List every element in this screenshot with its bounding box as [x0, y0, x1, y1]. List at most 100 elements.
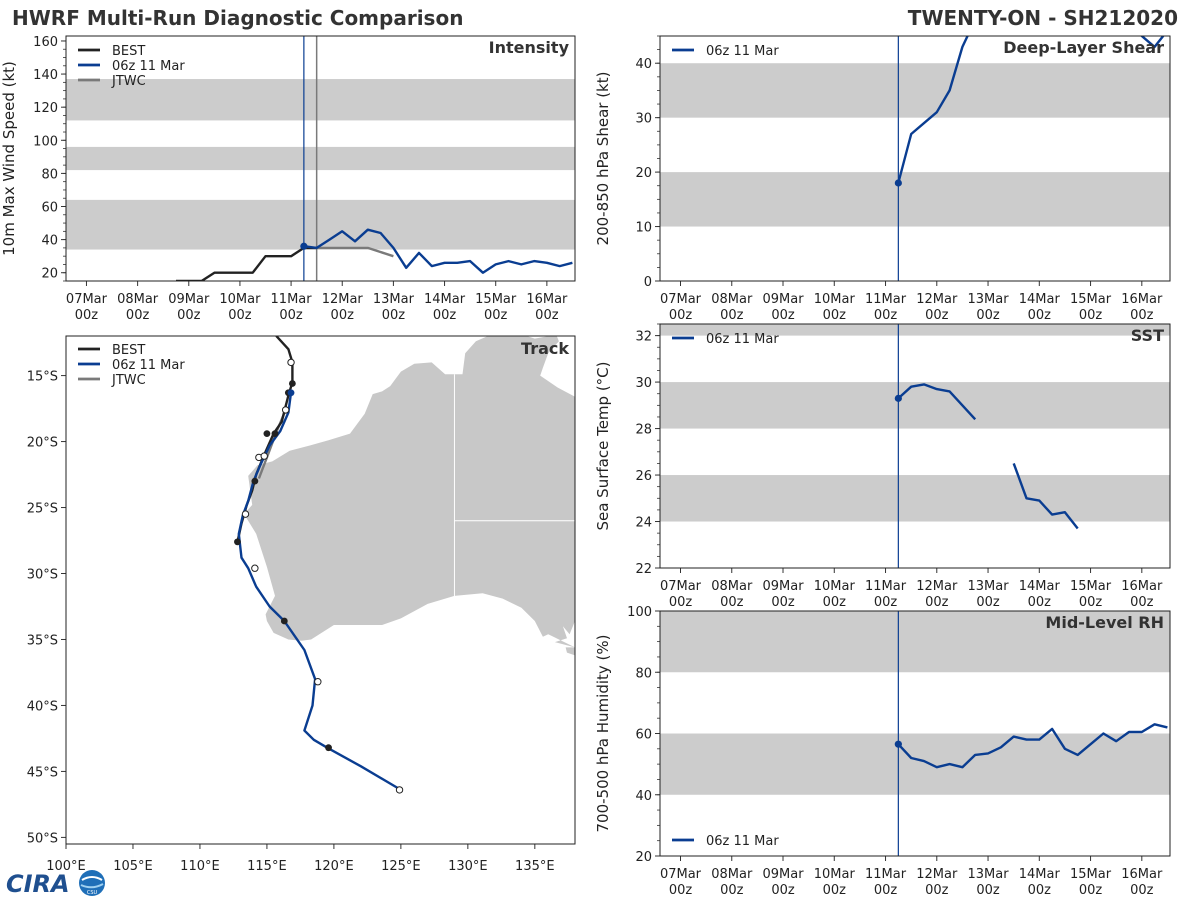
- x-tick-label-hour: 00z: [925, 308, 949, 323]
- x-tick-label: 11Mar: [865, 867, 907, 882]
- csu-logo-text: CSU: [87, 890, 98, 896]
- land-australia: [244, 336, 575, 648]
- y-axis-label: 200-850 hPa Shear (kt): [594, 72, 612, 246]
- y-axis-label: 700-500 hPa Humidity (%): [594, 634, 612, 832]
- lat-tick-label: 25°S: [27, 502, 58, 517]
- panel-title: Deep-Layer Shear: [1003, 38, 1164, 57]
- track-point-filled: [271, 430, 279, 438]
- x-tick-label: 16Mar: [1121, 292, 1163, 307]
- init-point: [894, 394, 902, 402]
- series-group: [897, 383, 1079, 530]
- track-point-open: [395, 786, 404, 794]
- x-tick-label: 08Mar: [711, 292, 753, 307]
- x-tick-label: 13Mar: [373, 292, 415, 307]
- lat-tick-label: 35°S: [27, 633, 58, 648]
- y-tick-label: 100: [627, 605, 652, 620]
- globe-icon: [79, 870, 105, 896]
- track-point-filled: [325, 744, 332, 752]
- x-tick-label: 09Mar: [762, 579, 804, 594]
- track-point-filled: [280, 617, 288, 625]
- x-tick-label: 14Mar: [1019, 867, 1061, 882]
- x-tick-label: 12Mar: [322, 292, 364, 307]
- x-tick-label-hour: 00z: [925, 883, 949, 898]
- x-tick-label-hour: 00z: [535, 308, 559, 323]
- x-tick-label-hour: 00z: [1079, 308, 1103, 323]
- x-tick-label: 14Mar: [424, 292, 466, 307]
- x-tick-label: 15Mar: [1070, 867, 1112, 882]
- x-tick-label-hour: 00z: [126, 308, 150, 323]
- x-tick-label-hour: 00z: [1130, 883, 1154, 898]
- legend-label: JTWC: [111, 373, 146, 388]
- series-line-model: [303, 228, 573, 274]
- map-area: [234, 336, 575, 794]
- legend-label: BEST: [112, 44, 145, 59]
- y-tick-label: 30: [635, 112, 652, 127]
- x-tick-label: 10Mar: [814, 292, 856, 307]
- x-tick-label-hour: 00z: [75, 308, 99, 323]
- y-tick-label: 32: [635, 330, 652, 345]
- x-tick-label: 16Mar: [526, 292, 568, 307]
- init-point: [894, 179, 902, 187]
- x-tick-label-hour: 00z: [669, 883, 693, 898]
- x-tick-label-hour: 00z: [279, 308, 303, 323]
- y-tick-label: 24: [635, 516, 652, 531]
- track-point-open: [287, 358, 295, 367]
- shear-panel: 01020304007Mar00z08Mar00z09Mar00z10Mar00…: [594, 35, 1171, 323]
- track-init-point: [287, 389, 295, 397]
- x-tick-label: 14Mar: [1019, 292, 1061, 307]
- y-tick-label: 60: [41, 201, 58, 216]
- x-tick-label-hour: 00z: [331, 308, 355, 323]
- track-point-filled: [288, 380, 296, 387]
- lat-tick-label: 15°S: [27, 370, 58, 385]
- lon-tick-label: 120°E: [314, 859, 354, 874]
- x-tick-label-hour: 00z: [720, 883, 744, 898]
- track-point-filled: [263, 430, 271, 438]
- x-tick-label-hour: 00z: [823, 308, 847, 323]
- band: [660, 172, 1170, 227]
- lat-tick-label: 45°S: [27, 765, 58, 780]
- x-tick-label: 13Mar: [968, 579, 1010, 594]
- series-line-model: [897, 36, 1165, 184]
- y-tick-label: 100: [33, 134, 58, 149]
- intensity-panel: 2040608010012014016007Mar00z08Mar00z09Ma…: [0, 35, 576, 323]
- band: [66, 199, 575, 250]
- band: [66, 79, 575, 121]
- x-tick-label: 12Mar: [916, 867, 958, 882]
- plot-frame: [659, 35, 1171, 282]
- legend-label: 06z 11 Mar: [706, 834, 779, 849]
- series-line-model: [1012, 462, 1079, 530]
- x-tick-label: 10Mar: [814, 867, 856, 882]
- x-tick-label-hour: 00z: [823, 595, 847, 610]
- y-tick-label: 22: [635, 562, 652, 577]
- x-tick-label: 11Mar: [271, 292, 313, 307]
- y-tick-label: 28: [635, 423, 652, 438]
- legend-label: 06z 11 Mar: [706, 44, 779, 59]
- lon-tick-label: 115°E: [247, 859, 287, 874]
- x-tick-label-hour: 00z: [1028, 308, 1052, 323]
- x-tick-label-hour: 00z: [669, 595, 693, 610]
- x-tick-label-hour: 00z: [1079, 595, 1103, 610]
- x-tick-label-hour: 00z: [382, 308, 406, 323]
- series-line-best: [176, 246, 317, 281]
- init-point: [300, 242, 308, 250]
- x-tick-label-hour: 00z: [228, 308, 252, 323]
- x-tick-label-hour: 00z: [823, 883, 847, 898]
- band: [660, 324, 1170, 336]
- x-tick-label-hour: 00z: [771, 883, 795, 898]
- track-point-filled: [234, 538, 241, 546]
- panel-title: Mid-Level RH: [1045, 613, 1164, 632]
- y-tick-label: 40: [41, 234, 58, 249]
- lon-tick-label: 110°E: [180, 859, 220, 874]
- init-point: [894, 740, 902, 748]
- legend-label: JTWC: [111, 74, 146, 89]
- panel-title: Intensity: [489, 38, 570, 57]
- x-tick-label-hour: 00z: [1028, 883, 1052, 898]
- lat-tick-label: 30°S: [27, 568, 58, 583]
- storm-id-title: TWENTY-ON - SH212020: [907, 6, 1178, 30]
- plot-frame: [65, 335, 576, 845]
- panel-title: SST: [1131, 326, 1164, 345]
- plot-frame: [65, 35, 576, 282]
- x-tick-label: 11Mar: [865, 292, 907, 307]
- y-tick-label: 10: [635, 221, 652, 236]
- y-tick-label: 40: [635, 57, 652, 72]
